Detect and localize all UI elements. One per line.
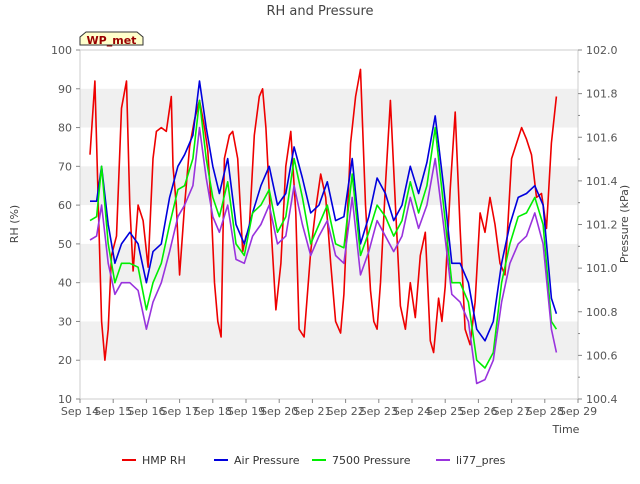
legend-label-li77-pres: li77_pres: [456, 454, 506, 467]
right-tick-label: 101.4: [586, 175, 618, 188]
right-tick-label: 101.8: [586, 88, 618, 101]
badge: WP_met: [79, 31, 144, 47]
left-tick-label: 30: [58, 315, 72, 328]
series-line-7500-pressure: [89, 99, 558, 369]
x-tick-label: Sep 17: [160, 405, 198, 418]
left-tick-label: 20: [58, 354, 72, 367]
series-lines: [89, 68, 558, 385]
x-tick-label: Sep 20: [260, 405, 298, 418]
x-tick-label: Sep 22: [326, 405, 364, 418]
right-axis-ticks: 100.4 100.6 100.8 101.0 101.2 101.4 101.6 101.8…: [578, 44, 618, 406]
x-tick-label: Sep 23: [360, 405, 398, 418]
left-axis-label: RH (%): [8, 205, 21, 243]
left-tick-label: 50: [58, 238, 72, 251]
badge-label: WP_met: [87, 34, 137, 47]
right-tick-label: 100.8: [586, 306, 618, 319]
left-tick-label: 80: [58, 122, 72, 135]
x-tick-label: Sep 19: [227, 405, 265, 418]
x-tick-label: Sep 27: [492, 405, 530, 418]
right-tick-label: 102.0: [586, 44, 618, 57]
x-tick-label: Sep 29: [559, 405, 597, 418]
x-tick-label: Sep 25: [426, 405, 464, 418]
left-axis-ticks: 10 20 30 40 50 60 70 80 90 100: [51, 44, 80, 406]
x-tick-label: Sep 28: [526, 405, 564, 418]
x-tick-label: Sep 16: [127, 405, 165, 418]
x-axis-label: Time: [552, 423, 580, 436]
x-tick-label: Sep 18: [194, 405, 232, 418]
left-tick-label: 90: [58, 83, 72, 96]
x-tick-label: Sep 14: [61, 405, 99, 418]
left-tick-label: 60: [58, 199, 72, 212]
grid-band: [80, 166, 578, 206]
left-tick-label: 70: [58, 160, 72, 173]
grid-band: [80, 88, 578, 128]
legend-label-air-pressure: Air Pressure: [234, 454, 300, 467]
right-tick-label: 101.0: [586, 262, 618, 275]
right-tick-label: 101.6: [586, 131, 618, 144]
right-tick-label: 100.4: [586, 393, 618, 406]
series-line-air-pressure: [90, 80, 558, 342]
legend: HMP RH Air Pressure 7500 Pressure li77_pres: [122, 454, 506, 467]
badge-shape: [79, 31, 144, 46]
x-tick-label: Sep 15: [94, 405, 132, 418]
grid-band: [80, 321, 578, 361]
left-tick-label: 40: [58, 277, 72, 290]
left-tick-label: 100: [51, 44, 72, 57]
series-line-li77-pres: [89, 126, 558, 385]
right-axis-label: Pressure (kPa): [618, 185, 631, 263]
right-tick-label: 100.6: [586, 349, 618, 362]
x-tick-label: Sep 26: [459, 405, 497, 418]
left-tick-label: 10: [58, 393, 72, 406]
grid-bands: [80, 88, 578, 361]
legend-label-hmp-rh: HMP RH: [142, 454, 186, 467]
chart-title: RH and Pressure: [266, 4, 373, 19]
x-tick-label: Sep 21: [293, 405, 331, 418]
legend-label-7500-pressure: 7500 Pressure: [332, 454, 411, 467]
x-tick-label: Sep 24: [393, 405, 431, 418]
series-line-hmp-rh: [89, 68, 558, 362]
right-tick-label: 101.2: [586, 219, 618, 232]
